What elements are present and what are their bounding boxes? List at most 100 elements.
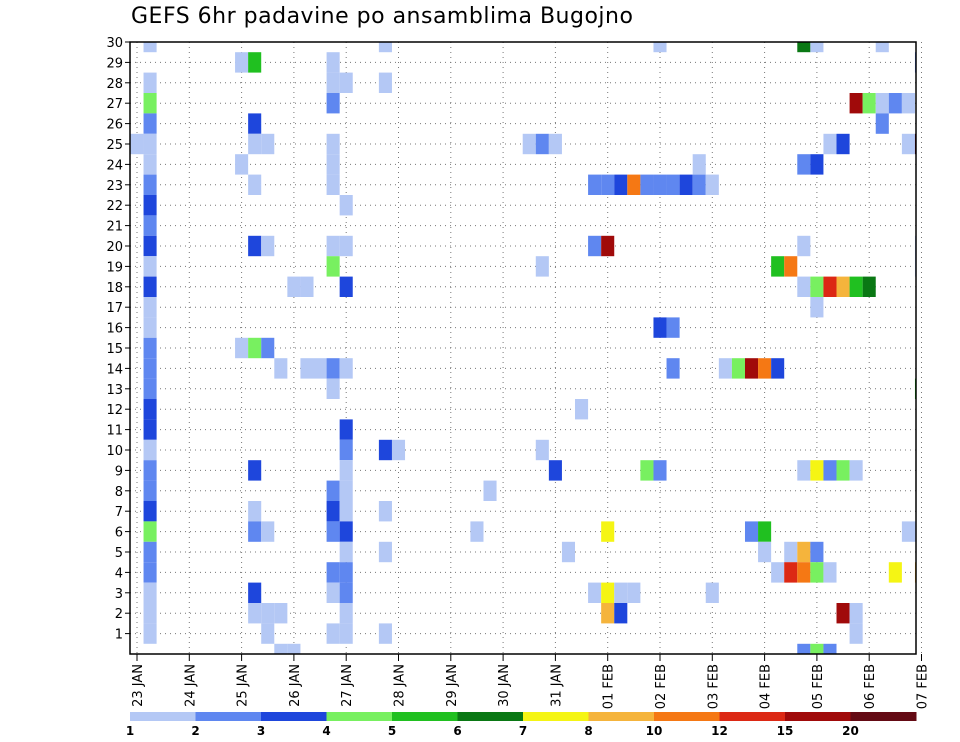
colorbar-label: 5 (388, 724, 396, 738)
y-tick-label: 29 (106, 56, 123, 71)
colorbar-segment (850, 712, 917, 721)
colorbar-segment (654, 712, 720, 721)
y-tick-label: 12 (106, 403, 123, 418)
precip-cell (143, 460, 157, 481)
precip-cell (862, 93, 876, 114)
precip-cell (653, 317, 667, 338)
precip-cell (901, 521, 915, 542)
precip-cell (274, 643, 288, 654)
precip-cell (666, 317, 680, 338)
y-tick-label: 19 (106, 260, 123, 275)
y-tick-label: 11 (106, 424, 123, 439)
precip-cell (143, 93, 157, 114)
y-tick-label: 30 (106, 36, 123, 51)
precip-cell (823, 562, 837, 583)
precip-cell (326, 521, 340, 542)
precip-cell (326, 562, 340, 583)
precip-cell (601, 582, 615, 603)
precip-cell (810, 42, 824, 53)
precip-cell (771, 256, 785, 277)
y-tick-label: 5 (115, 546, 123, 561)
precip-cell (797, 276, 811, 297)
precip-cell (326, 174, 340, 195)
colorbar-label: 10 (646, 724, 663, 738)
precip-cell (326, 480, 340, 501)
precip-cell (614, 582, 628, 603)
precip-cell (692, 174, 706, 195)
colorbar-segment (588, 712, 655, 721)
colorbar-label: 3 (257, 724, 265, 738)
precip-cell (235, 154, 249, 175)
precip-cell (470, 521, 484, 542)
y-tick-label: 13 (106, 383, 123, 398)
precip-cell (326, 623, 340, 644)
x-tick-label: 27 JAN (340, 664, 355, 707)
precip-cell (248, 501, 262, 522)
precip-cell (601, 603, 615, 624)
y-tick-label: 17 (106, 301, 123, 316)
precip-cell (758, 541, 772, 563)
precip-cell (797, 154, 811, 175)
precip-cell (326, 256, 340, 277)
precip-cell (326, 133, 340, 155)
precip-cell (588, 582, 602, 603)
y-tick-label: 4 (115, 566, 123, 581)
x-tick-label: 29 JAN (445, 664, 460, 707)
precip-cell (810, 541, 824, 563)
precip-cell (313, 358, 327, 379)
precip-cell (143, 337, 157, 359)
precip-cell (261, 623, 275, 644)
y-tick-label: 20 (106, 240, 123, 255)
precip-cell (378, 501, 392, 522)
precip-cell (758, 521, 772, 542)
precip-cell (143, 439, 157, 461)
colorbar-segment (326, 712, 393, 721)
precip-cell (849, 603, 863, 624)
precip-cell (836, 276, 850, 297)
precip-cell (326, 154, 340, 175)
y-tick-label: 26 (106, 118, 123, 133)
precip-cell (339, 358, 353, 379)
precip-cell (836, 460, 850, 481)
precip-cell (810, 562, 824, 583)
precip-cell (823, 133, 837, 155)
precip-cell (810, 643, 824, 654)
precip-cell (888, 562, 902, 583)
y-tick-label: 9 (115, 464, 123, 479)
precip-cell (810, 276, 824, 297)
precip-cell (797, 643, 811, 654)
precip-cell (248, 113, 262, 134)
precip-cell (339, 562, 353, 583)
precip-cell (640, 460, 654, 481)
y-tick-label: 23 (106, 179, 123, 194)
precipitation-cells (130, 42, 916, 654)
precip-cell (339, 582, 353, 603)
precip-cell (640, 174, 654, 195)
precip-cell (248, 337, 262, 359)
colorbar-segment (130, 712, 196, 721)
x-tick-label: 26 JAN (288, 664, 303, 707)
precip-cell (535, 133, 549, 155)
precip-cell (823, 276, 837, 297)
colorbar-label: 1 (126, 724, 134, 738)
colorbar-segment (261, 712, 327, 721)
precip-cell (548, 460, 562, 481)
precip-cell (326, 52, 340, 73)
precip-cell (836, 603, 850, 624)
x-axis: 23 JAN 24 JAN 25 JAN 26 JAN 27 JAN 28 JAN 29 J… (131, 654, 931, 709)
precip-cell (248, 52, 262, 73)
precip-cell (143, 501, 157, 522)
precip-cell (797, 42, 811, 53)
y-tick-label: 15 (106, 342, 123, 357)
precip-cell (653, 460, 667, 481)
precip-cell (731, 358, 745, 379)
precip-cell (339, 195, 353, 216)
precip-cell (771, 358, 785, 379)
precip-cell (784, 562, 798, 583)
precip-cell (143, 72, 157, 93)
precip-cell (143, 562, 157, 583)
precip-cell (261, 603, 275, 624)
precip-cell (601, 235, 615, 257)
y-tick-label: 22 (106, 199, 123, 214)
colorbar-label: 12 (711, 724, 728, 738)
